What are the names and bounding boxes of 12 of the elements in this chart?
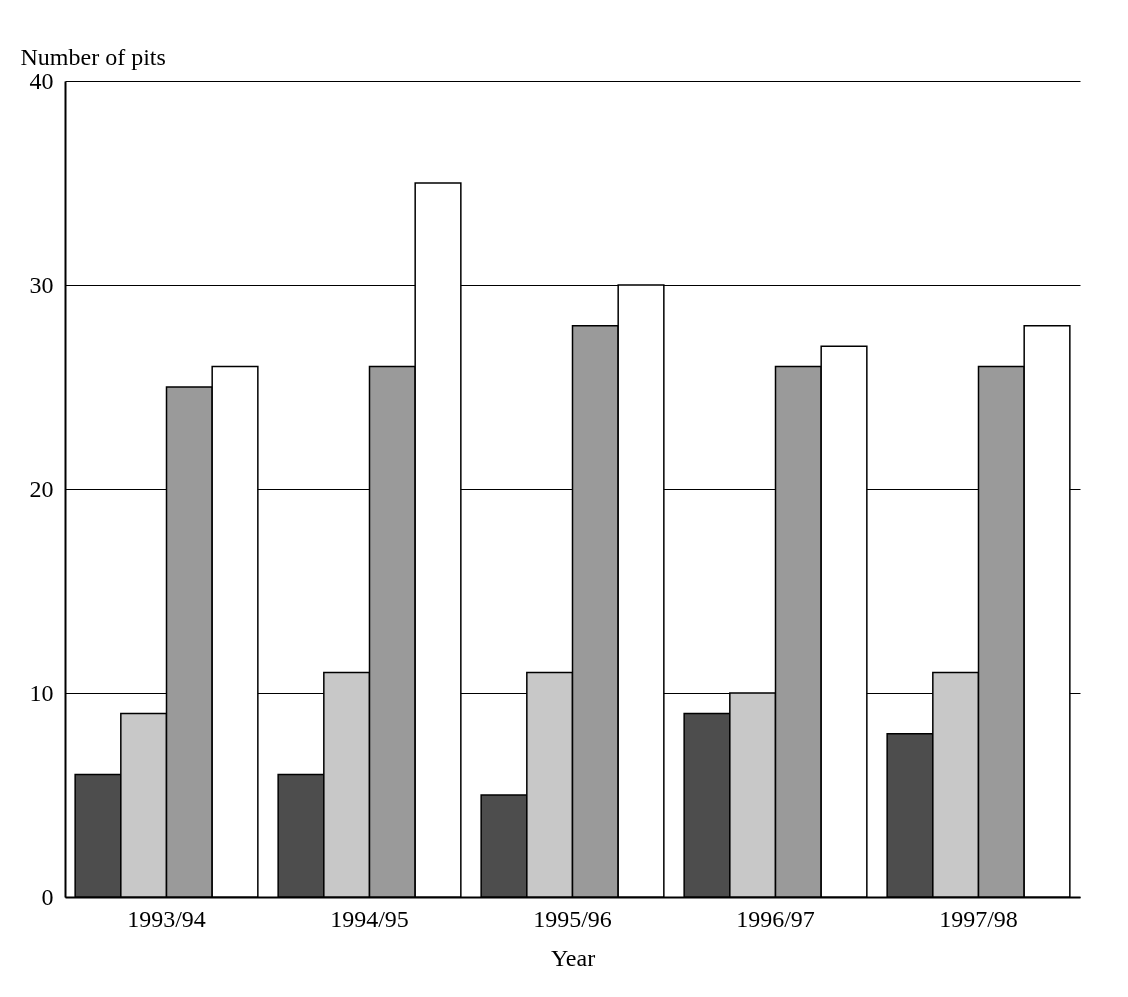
y-tick-label: 0 xyxy=(41,883,54,910)
x-tick-label: 1997/98 xyxy=(939,905,1018,932)
y-tick-label: 10 xyxy=(29,679,54,706)
x-tick-label: 1994/95 xyxy=(330,905,409,932)
x-tick-label: 1996/97 xyxy=(736,905,815,932)
y-axis-title: Number of pits xyxy=(20,43,166,70)
x-tick-label: 1995/96 xyxy=(533,905,612,932)
y-tick-label: 20 xyxy=(29,475,54,502)
x-axis-title: Year xyxy=(550,944,596,971)
y-tick-label: 30 xyxy=(29,271,54,298)
y-tick-label: 40 xyxy=(29,67,54,94)
x-tick-label: 1993/94 xyxy=(127,905,206,932)
